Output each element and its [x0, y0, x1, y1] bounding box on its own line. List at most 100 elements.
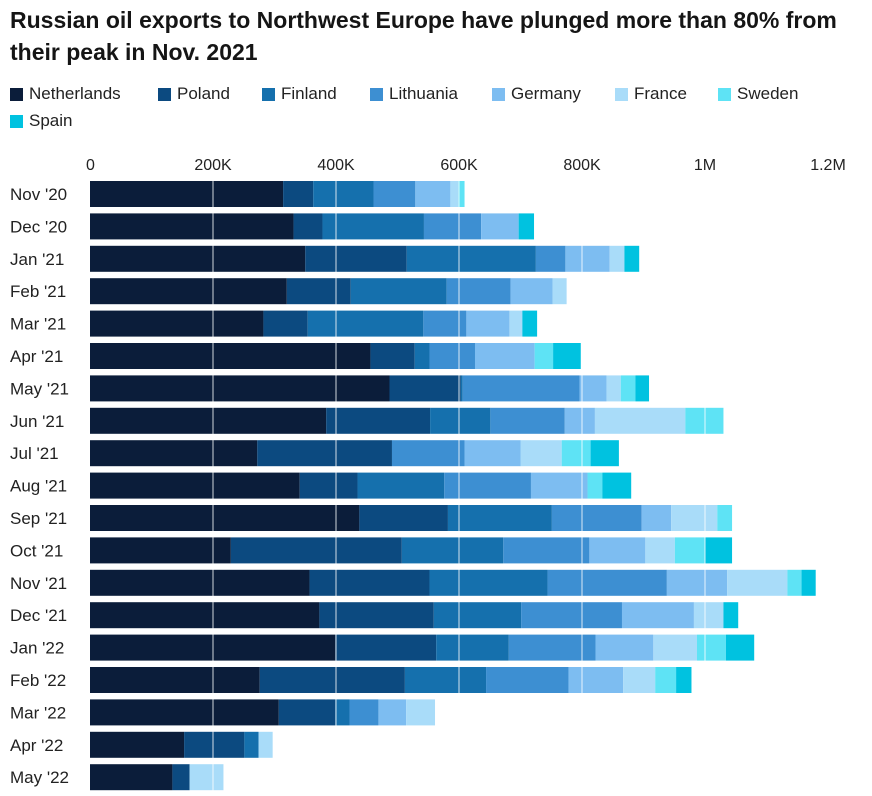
bar-france-jun-21 — [594, 407, 686, 434]
y-category-label: Apr '21 — [10, 347, 63, 366]
bar-spain-may-21 — [635, 375, 650, 402]
bar-germany-jul-21 — [464, 440, 521, 467]
bar-germany-sep-21 — [641, 505, 672, 531]
y-category-label: Sep '21 — [10, 509, 67, 528]
legend-label: Netherlands — [29, 84, 121, 103]
bar-france-feb-21 — [552, 278, 567, 305]
bar-poland-jan-22 — [335, 634, 437, 661]
bar-netherlands-apr-22 — [90, 731, 185, 758]
bar-finland-feb-21 — [350, 278, 447, 305]
bar-netherlands-nov-21 — [90, 569, 310, 596]
x-tick-label: 0 — [86, 157, 95, 174]
legend-label: Finland — [281, 84, 337, 103]
bar-netherlands-feb-22 — [90, 667, 260, 693]
bar-lithuania-apr-21 — [429, 343, 475, 369]
bar-poland-may-22 — [172, 764, 190, 791]
x-tick-label: 1.2M — [810, 157, 846, 174]
bar-finland-jan-21 — [406, 245, 536, 272]
bar-poland-aug-21 — [299, 472, 358, 499]
bar-netherlands-mar-22 — [90, 699, 279, 726]
bar-france-apr-22 — [258, 731, 273, 758]
legend-item-spain: Spain — [10, 111, 72, 131]
bar-netherlands-may-21 — [90, 375, 390, 402]
bar-lithuania-dec-21 — [521, 602, 622, 629]
x-tick-label: 1M — [694, 157, 716, 174]
legend-swatch — [262, 87, 275, 101]
legend-swatch — [492, 87, 505, 101]
bar-france-nov-21 — [727, 569, 788, 596]
x-tick-label: 600K — [440, 157, 478, 174]
bar-lithuania-nov-21 — [547, 569, 667, 596]
bar-finland-may-21 — [460, 375, 463, 402]
y-category-label: Mar '22 — [10, 703, 66, 722]
bar-france-may-21 — [606, 375, 621, 402]
y-category-label: Apr '22 — [10, 736, 63, 755]
y-category-label: May '22 — [10, 768, 69, 787]
bar-france-sep-21 — [671, 505, 718, 531]
bar-germany-feb-22 — [568, 667, 624, 693]
bar-germany-nov-20 — [415, 181, 451, 207]
bar-germany-mar-22 — [378, 699, 407, 726]
bar-netherlands-oct-21 — [90, 537, 231, 564]
bar-spain-dec-21 — [723, 602, 739, 629]
bar-poland-feb-22 — [259, 667, 405, 693]
legend-swatch — [10, 87, 23, 101]
bar-sweden-feb-22 — [655, 667, 677, 693]
bar-germany-apr-21 — [474, 343, 535, 369]
bar-finland-aug-21 — [357, 472, 445, 499]
legend-swatch — [370, 87, 383, 101]
bar-poland-mar-22 — [278, 699, 336, 726]
bar-finland-dec-20 — [322, 213, 424, 240]
bar-sweden-jan-22 — [697, 634, 726, 661]
bar-sweden-nov-20 — [458, 181, 465, 207]
bar-france-jan-22 — [653, 634, 698, 661]
bar-finland-dec-21 — [433, 602, 522, 629]
y-category-label: Jan '21 — [10, 250, 64, 269]
bar-poland-sep-21 — [359, 505, 448, 531]
bar-spain-mar-21 — [522, 310, 538, 337]
bar-poland-jan-21 — [305, 245, 407, 272]
bar-finland-sep-21 — [447, 505, 552, 531]
y-category-label: Feb '22 — [10, 671, 66, 690]
legend-item-lithuania: Lithuania — [370, 84, 458, 104]
legend-label: Germany — [511, 84, 581, 103]
x-tick-label: 400K — [317, 157, 355, 174]
bar-poland-may-21 — [389, 375, 461, 402]
bar-lithuania-jun-21 — [490, 407, 565, 434]
bar-finland-feb-22 — [404, 667, 487, 693]
bar-france-mar-22 — [406, 699, 436, 726]
bar-poland-apr-21 — [370, 343, 415, 369]
legend-swatch — [158, 87, 171, 101]
bar-poland-mar-21 — [263, 310, 308, 337]
bar-sweden-may-21 — [620, 375, 636, 402]
y-category-label: Dec '21 — [10, 606, 67, 625]
bar-germany-jan-21 — [565, 245, 610, 272]
bar-netherlands-jul-21 — [90, 440, 258, 467]
legend-label: Sweden — [737, 84, 799, 103]
bar-netherlands-feb-21 — [90, 278, 287, 305]
bar-spain-jan-22 — [725, 634, 755, 661]
bar-france-mar-21 — [509, 310, 523, 337]
bar-lithuania-feb-22 — [486, 667, 569, 693]
bar-sweden-nov-21 — [787, 569, 802, 596]
legend-swatch — [615, 87, 628, 101]
bar-france-nov-20 — [450, 181, 459, 207]
bar-sweden-sep-21 — [717, 505, 733, 531]
bar-netherlands-dec-21 — [90, 602, 320, 629]
legend-item-netherlands: Netherlands — [10, 84, 121, 104]
bar-poland-jul-21 — [257, 440, 392, 467]
bar-lithuania-aug-21 — [444, 472, 531, 499]
bar-france-dec-21 — [693, 602, 724, 629]
bar-france-jul-21 — [520, 440, 562, 467]
bar-netherlands-dec-20 — [90, 213, 294, 240]
bar-spain-apr-21 — [553, 343, 581, 369]
y-category-label: Oct '21 — [10, 541, 63, 560]
legend-swatch — [10, 114, 23, 128]
bar-spain-feb-22 — [676, 667, 692, 693]
bar-netherlands-mar-21 — [90, 310, 264, 337]
legend-swatch — [718, 87, 731, 101]
bar-lithuania-may-21 — [462, 375, 580, 402]
y-category-label: Aug '21 — [10, 477, 67, 496]
bar-poland-oct-21 — [230, 537, 402, 564]
